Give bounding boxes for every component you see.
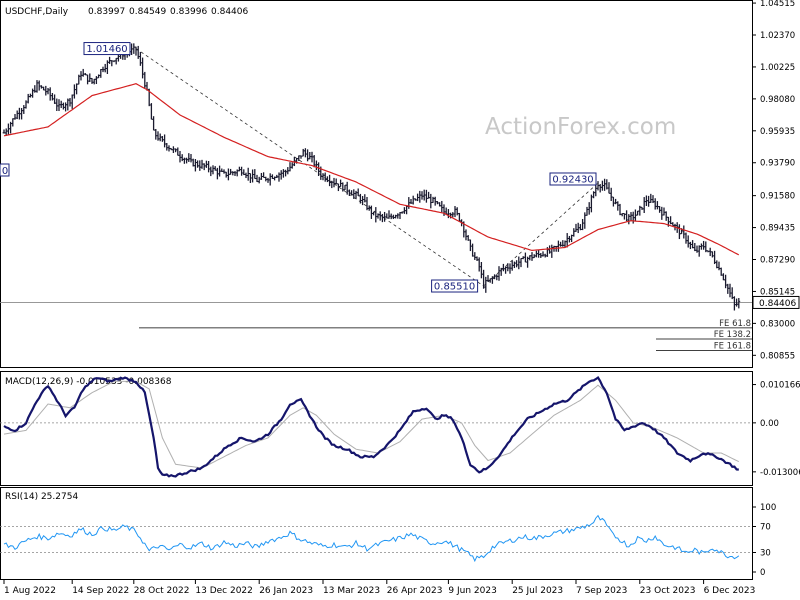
rsi-y-tick-label: 30	[760, 549, 771, 559]
rsi-y-tick-label: 0	[760, 568, 765, 578]
ohlc-high: 0.84549	[129, 7, 166, 17]
macd-y-tick-label: 0.010166	[760, 381, 800, 391]
annotation-box	[549, 172, 597, 186]
y-tick-label: 0.93790	[760, 159, 795, 169]
macd-plot-layer	[0, 376, 752, 478]
annotation-label: 0.85510	[434, 282, 475, 293]
macd-signal-line	[3, 380, 740, 469]
rsi-title: RSI(14) 25.2754	[5, 492, 78, 502]
annotation-box	[431, 279, 479, 293]
x-tick-label: 14 Sep 2022	[72, 586, 129, 596]
annotation-label: 0.92430	[552, 174, 593, 185]
macd-y-tick-label: 0.00	[760, 419, 779, 429]
y-tick-label: 0.91580	[760, 192, 795, 202]
rsi-line	[3, 514, 740, 563]
left-edge-annotation-box	[0, 163, 10, 177]
x-tick-label: 6 Dec 2023	[704, 586, 756, 596]
moving-average-line	[3, 83, 740, 256]
ohlc-low: 0.83996	[170, 7, 207, 17]
x-tick-label: 25 Jul 2023	[512, 586, 563, 596]
annotation-label: 1.01460	[86, 44, 127, 55]
x-tick-label: 13 Mar 2023	[323, 586, 380, 596]
last-price-label: 0.84406	[759, 299, 796, 309]
y-tick-label: 0.80855	[760, 351, 795, 361]
y-tick-label: 0.83000	[760, 319, 795, 329]
y-tick-label: 0.89435	[760, 224, 795, 234]
y-tick-label: 0.87290	[760, 256, 795, 266]
rsi-panel	[0, 487, 753, 580]
main-plot-layer: FE 61.8FE 138.2FE 161.8 1.01460 0.85510 0.9…	[0, 42, 752, 351]
x-tick-label: 28 Oct 2022	[134, 586, 190, 596]
ohlc-open: 0.83997	[88, 7, 125, 17]
rsi-y-tick-label: 70	[760, 523, 771, 533]
annotation-box	[83, 42, 131, 56]
ohlc-close: 0.84406	[211, 7, 248, 17]
axis-labels-layer: 1.04515 1.02370 1.00225 0.98080 0.95935 0.937…	[3, 0, 800, 596]
x-tick-label: 9 Jun 2023	[448, 586, 496, 596]
y-tick-label: 1.04515	[760, 0, 795, 9]
x-tick-label: 7 Sep 2023	[576, 586, 627, 596]
rsi-plot-layer	[0, 514, 752, 563]
main-title: USDCHF,Daily	[5, 7, 69, 17]
left-edge-annotation-label: 0	[2, 166, 8, 177]
x-tick-label: 23 Oct 2023	[640, 586, 696, 596]
y-tick-label: 0.85145	[760, 287, 795, 297]
fe-level-label: FE 61.8	[719, 319, 751, 329]
fe-level-label: FE 161.8	[714, 341, 751, 351]
x-tick-label: 13 Dec 2022	[195, 586, 253, 596]
macd-panel	[0, 371, 753, 486]
y-tick-label: 0.98080	[760, 95, 795, 105]
y-tick-label: 0.95935	[760, 127, 795, 137]
rsi-y-tick-label: 100	[760, 503, 776, 513]
macd-y-tick-label: -0.013006	[760, 468, 800, 478]
macd-title: MACD(12,26,9) -0.010533 -0.008368	[5, 377, 172, 387]
watermark: ActionForex.com	[485, 114, 676, 140]
fe-level-label: FE 138.2	[714, 330, 751, 340]
y-tick-label: 1.00225	[760, 63, 795, 73]
x-tick-label: 26 Jan 2023	[259, 586, 313, 596]
macd-line	[3, 376, 739, 478]
x-tick-label: 26 Apr 2023	[387, 586, 443, 596]
y-tick-label: 1.02370	[760, 31, 795, 41]
dashed-trend-line	[135, 48, 484, 287]
last-price-tag	[752, 295, 800, 309]
x-tick-label: 1 Aug 2022	[4, 586, 56, 596]
main-panel	[0, 0, 753, 368]
